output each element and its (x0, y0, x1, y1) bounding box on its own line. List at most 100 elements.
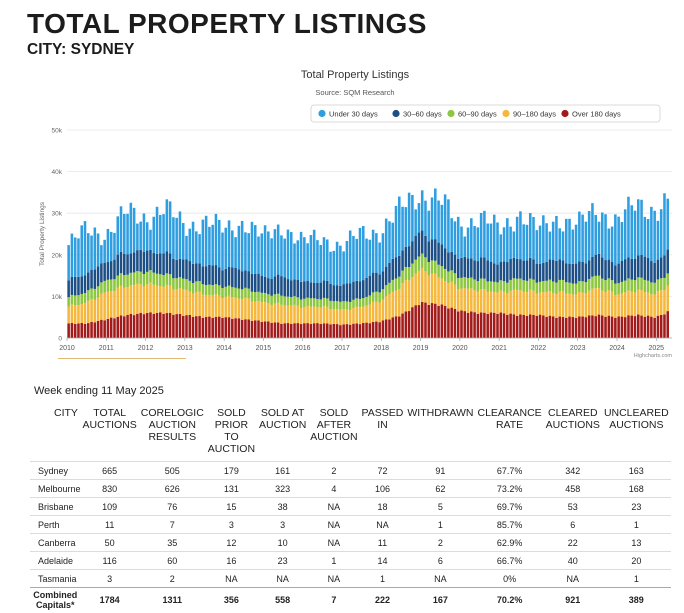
bar-segment (188, 261, 192, 281)
bar-segment (90, 235, 93, 270)
bar-segment (548, 315, 552, 338)
bar-segment (650, 282, 653, 295)
bar-segment (100, 282, 103, 294)
bar-segment (348, 324, 352, 338)
bar-segment (578, 316, 581, 338)
bar-segment (365, 296, 368, 306)
table-cell: 1311 (138, 587, 206, 612)
bar-segment (175, 217, 178, 260)
bar-segment (522, 280, 525, 292)
bar-segment (217, 316, 221, 338)
bar-segment (185, 235, 188, 260)
bar-segment (650, 316, 653, 338)
bar-segment (299, 324, 303, 338)
bar-segment (509, 279, 512, 291)
bar-segment (506, 282, 509, 294)
bar-segment (466, 312, 470, 338)
y-tick-label: 0 (58, 336, 62, 343)
bar-segment (368, 239, 372, 276)
bar-segment (417, 232, 421, 257)
table-cell: 11 (359, 533, 406, 552)
bar-segment (80, 225, 84, 277)
bar-segment (640, 254, 643, 278)
bar-segment (414, 273, 417, 306)
bar-segment (123, 287, 126, 317)
bar-segment (437, 242, 440, 265)
bar-segment (342, 301, 345, 310)
bar-segment (460, 288, 463, 311)
table-cell: 1 (601, 515, 671, 534)
bar-segment (201, 266, 205, 285)
bar-segment (162, 253, 165, 276)
bar-segment (666, 249, 670, 274)
bar-segment (646, 280, 650, 293)
bar-segment (394, 290, 398, 317)
bar-segment (257, 273, 260, 292)
bar-segment (286, 305, 290, 324)
bar-segment (394, 205, 398, 258)
bar-segment (420, 190, 424, 231)
bar-segment (345, 309, 349, 325)
bar-segment (149, 312, 152, 338)
bar-segment (211, 318, 214, 338)
bar-segment (437, 264, 440, 278)
bar-segment (309, 282, 313, 299)
bar-segment (155, 253, 159, 274)
bar-segment (519, 259, 522, 279)
bar-segment (489, 261, 493, 282)
bar-segment (440, 278, 444, 305)
column-header: UNCLEARED AUCTIONS (603, 407, 669, 431)
bar-segment (568, 282, 571, 294)
bar-segment (617, 294, 620, 317)
bar-segment (293, 304, 296, 324)
bar-segment (384, 296, 388, 320)
bar-segment (165, 313, 169, 338)
bar-segment (339, 301, 342, 310)
bar-segment (620, 316, 624, 338)
bar-segment (460, 257, 463, 278)
bar-segment (80, 276, 84, 294)
bar-segment (119, 285, 123, 316)
bar-segment (136, 250, 139, 271)
bar-segment (283, 296, 286, 306)
bar-segment (201, 317, 205, 338)
bar-segment (191, 293, 195, 317)
table-cell: 23 (601, 497, 671, 516)
bar-segment (296, 297, 300, 306)
bar-segment (283, 238, 286, 278)
bar-segment (591, 315, 594, 338)
bar-segment (597, 275, 601, 289)
bar-segment (440, 244, 444, 267)
bar-segment (463, 311, 467, 338)
bar-segment (584, 317, 588, 338)
bar-segment (594, 316, 597, 338)
bar-segment (339, 245, 342, 286)
bar-segment (316, 307, 319, 324)
bar-segment (434, 303, 437, 338)
bar-segment (113, 279, 116, 292)
table-cell: NA (405, 569, 476, 588)
bar-segment (253, 273, 257, 293)
bar-segment (116, 275, 120, 288)
bar-segment (204, 284, 208, 296)
bar-segment (391, 258, 395, 280)
bar-segment (538, 314, 542, 338)
column-header: CORELOGIC AUCTION RESULTS (140, 407, 204, 443)
bar-segment (548, 259, 552, 280)
bar-segment (237, 298, 241, 319)
bar-segment (551, 221, 555, 261)
bar-segment (463, 277, 467, 288)
table-cell: 23 (257, 551, 309, 570)
x-tick-label: 2020 (452, 345, 468, 352)
bar-segment (548, 290, 552, 316)
bar-segment (401, 313, 404, 338)
bar-segment (466, 227, 470, 259)
bar-segment (145, 271, 149, 285)
bar-segment (463, 236, 467, 257)
bar-segment (306, 280, 309, 298)
bar-segment (113, 291, 116, 319)
bar-segment (348, 301, 352, 311)
table-cell: 72 (359, 461, 406, 480)
table-cell: 505 (138, 461, 206, 480)
legend-marker-2 (447, 109, 455, 118)
